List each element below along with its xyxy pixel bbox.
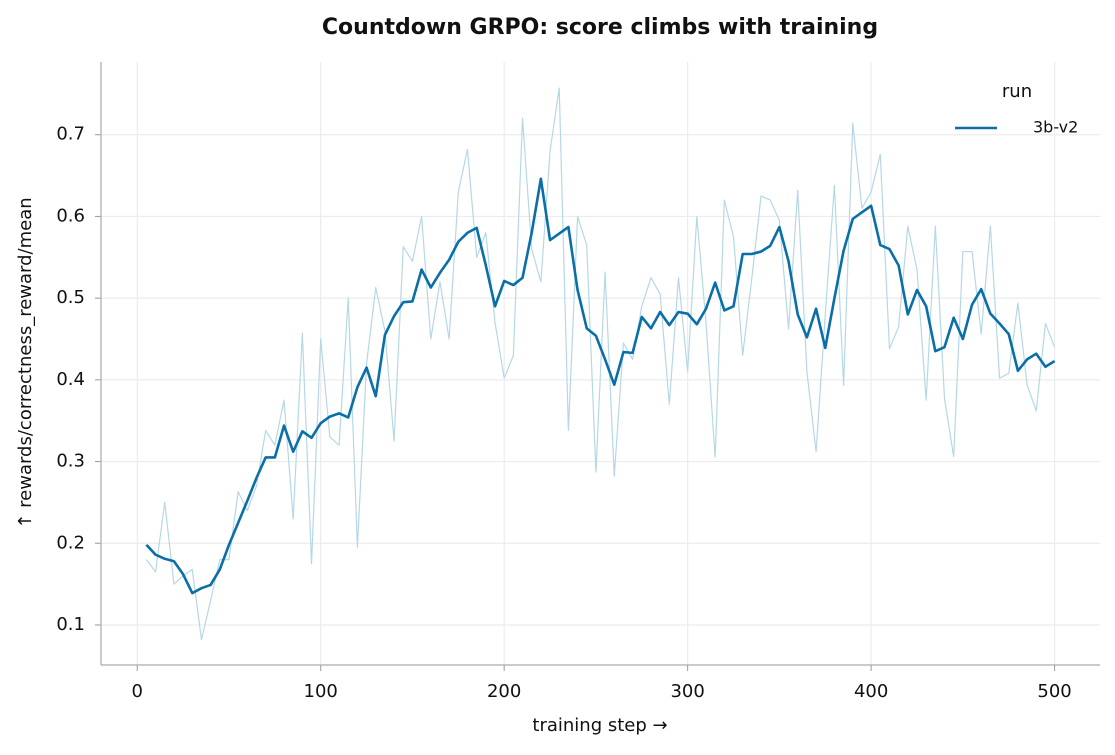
legend-label: 3b-v2 xyxy=(1033,118,1078,137)
y-tick-label: 0.1 xyxy=(56,614,85,635)
x-axis-label: training step → xyxy=(532,715,667,736)
y-axis-label: ↑ rewards/correctness_reward/mean xyxy=(15,197,36,528)
y-tick-label: 0.4 xyxy=(56,369,85,390)
y-tick-label: 0.3 xyxy=(56,451,85,472)
x-tick-label: 200 xyxy=(487,681,521,702)
legend-title: run xyxy=(1002,81,1032,102)
x-tick-label: 400 xyxy=(854,681,888,702)
x-tick-label: 0 xyxy=(132,681,143,702)
y-tick-label: 0.2 xyxy=(56,532,85,553)
x-tick-label: 300 xyxy=(670,681,704,702)
x-tick-label: 100 xyxy=(304,681,338,702)
y-tick-label: 0.5 xyxy=(56,287,85,308)
chart-title: Countdown GRPO: score climbs with traini… xyxy=(322,15,878,40)
y-tick-label: 0.7 xyxy=(56,124,85,145)
raw-line xyxy=(145,87,1056,641)
x-tick-label: 500 xyxy=(1037,681,1071,702)
series-line xyxy=(145,177,1056,595)
y-tick-label: 0.6 xyxy=(56,205,85,226)
